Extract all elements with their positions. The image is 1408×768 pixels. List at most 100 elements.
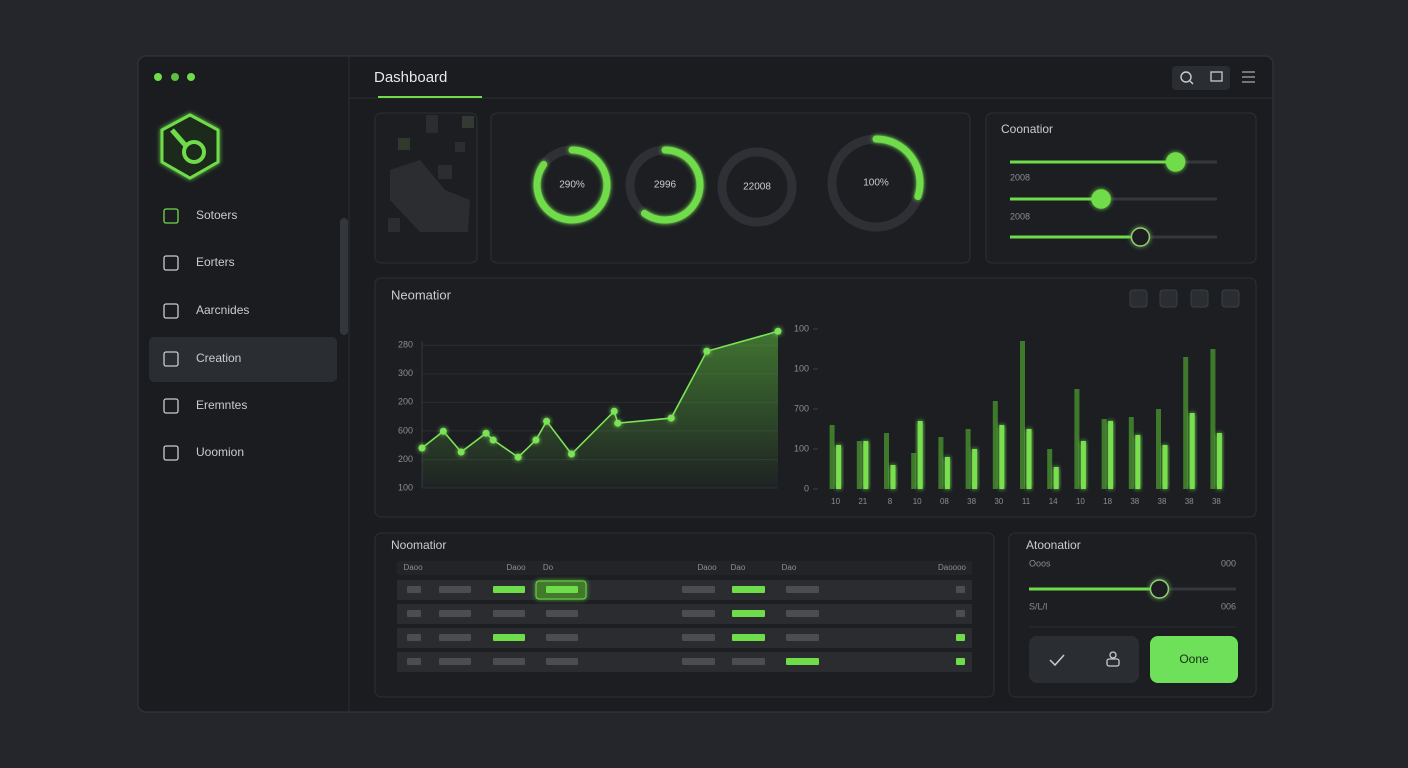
bar <box>938 437 944 489</box>
bar <box>884 433 889 489</box>
gauge-arc <box>640 146 704 224</box>
icon-buttons[interactable] <box>1029 636 1139 683</box>
gauge-arc <box>872 135 924 201</box>
slider-handle[interactable] <box>1091 189 1111 209</box>
chart-tools[interactable] <box>1129 289 1240 308</box>
table-cell <box>956 634 965 641</box>
nav-item[interactable]: Uoomion <box>196 445 244 459</box>
table-cell <box>732 634 765 641</box>
page-title: Dashboard <box>374 69 447 86</box>
x-tick-label: 38 <box>967 497 976 506</box>
nav-item[interactable]: Creation <box>196 351 241 365</box>
panel-slider[interactable] <box>1029 579 1236 599</box>
controls-card <box>985 112 1257 264</box>
x-tick-label: 30 <box>994 497 1003 506</box>
nav-item[interactable]: Sotoers <box>196 208 237 222</box>
table-header: Do <box>543 563 554 572</box>
chart-title: Neomatior <box>391 287 452 302</box>
toolbar[interactable] <box>1172 66 1255 90</box>
line-area <box>422 331 778 488</box>
bar <box>917 421 923 489</box>
nav-active <box>149 337 337 382</box>
bar <box>911 453 917 489</box>
table-cell <box>493 634 525 641</box>
table-cell <box>786 658 819 665</box>
nav-icon[interactable] <box>163 445 179 461</box>
table-title: Noomatior <box>391 538 446 552</box>
nav-icon[interactable] <box>163 303 179 319</box>
line-point <box>614 419 622 427</box>
table-cell <box>407 610 421 617</box>
line-point <box>703 347 711 355</box>
x-tick-label: 10 <box>913 497 922 506</box>
y-tick-label: 0 <box>804 483 809 493</box>
panel-min-label: Ooos <box>1029 558 1051 568</box>
bar <box>1128 417 1134 489</box>
y-tick-label: 300 <box>398 368 413 378</box>
nav-icon[interactable] <box>163 351 179 367</box>
x-tick-label: 38 <box>1158 497 1167 506</box>
table-cell <box>732 658 765 665</box>
nav-item[interactable]: Aarcnides <box>196 303 249 317</box>
slider-handle[interactable] <box>1149 579 1170 599</box>
table-cell <box>546 586 578 593</box>
bar <box>944 457 950 489</box>
y-tick-label: 600 <box>398 425 413 435</box>
x-tick-label: 10 <box>831 497 840 506</box>
bar <box>1026 429 1032 489</box>
primary-button-label[interactable]: Oone <box>1179 652 1209 666</box>
table-cell <box>439 658 471 665</box>
panel-max-label: S/L/I <box>1029 601 1048 611</box>
x-tick-label: 14 <box>1049 497 1058 506</box>
primary-button[interactable] <box>1150 636 1238 683</box>
table-cell <box>493 586 525 593</box>
y-tick-label: 100 <box>794 323 809 333</box>
line-point <box>543 417 551 425</box>
table-cell <box>407 634 421 641</box>
table-cell <box>439 586 471 593</box>
bar <box>1210 349 1216 489</box>
y-tick-label: 280 <box>398 340 413 350</box>
x-tick-label: 8 <box>888 497 893 506</box>
nav-item[interactable]: Eorters <box>196 255 235 269</box>
controls[interactable]: 2008 2008 <box>1010 152 1217 247</box>
panel-title: Atoonatior <box>1026 538 1081 552</box>
slider-label: 2008 <box>1010 211 1030 221</box>
table-cell <box>407 658 421 665</box>
bar <box>1183 357 1189 489</box>
table-cell <box>786 610 819 617</box>
table-cell <box>732 610 765 617</box>
bar <box>1020 341 1025 489</box>
scrollbar <box>340 218 348 335</box>
table-cell <box>439 634 471 641</box>
slider-handle[interactable] <box>1165 152 1186 172</box>
bar <box>965 429 971 489</box>
table-cell <box>786 634 819 641</box>
table-cell <box>732 586 765 593</box>
line <box>421 330 779 459</box>
table-cell <box>546 634 578 641</box>
nav-icon[interactable] <box>163 398 179 414</box>
tab-underline <box>378 96 482 98</box>
nav-icon[interactable] <box>163 208 179 224</box>
table-cell <box>439 610 471 617</box>
bar <box>856 441 862 489</box>
line-point <box>568 450 576 458</box>
bar <box>1108 421 1114 489</box>
controls-title: Coonatior <box>1001 122 1053 136</box>
table-cell <box>493 658 525 665</box>
bar <box>829 425 835 489</box>
slider-handle[interactable] <box>1130 227 1151 247</box>
slider-label: 2008 <box>1010 172 1030 182</box>
line-point <box>667 414 675 422</box>
gauge-label: 100% <box>863 178 889 189</box>
x-tick-label: 21 <box>858 497 867 506</box>
gauge-arc <box>533 146 611 224</box>
gauge-label: 2996 <box>654 180 677 191</box>
nav-icon[interactable] <box>163 255 179 271</box>
gauge-label: 290% <box>559 180 585 191</box>
x-tick-label: 10 <box>1076 497 1085 506</box>
table-header: Dao <box>782 563 797 572</box>
nav-item[interactable]: Eremntes <box>196 398 247 412</box>
table-cell <box>682 658 715 665</box>
